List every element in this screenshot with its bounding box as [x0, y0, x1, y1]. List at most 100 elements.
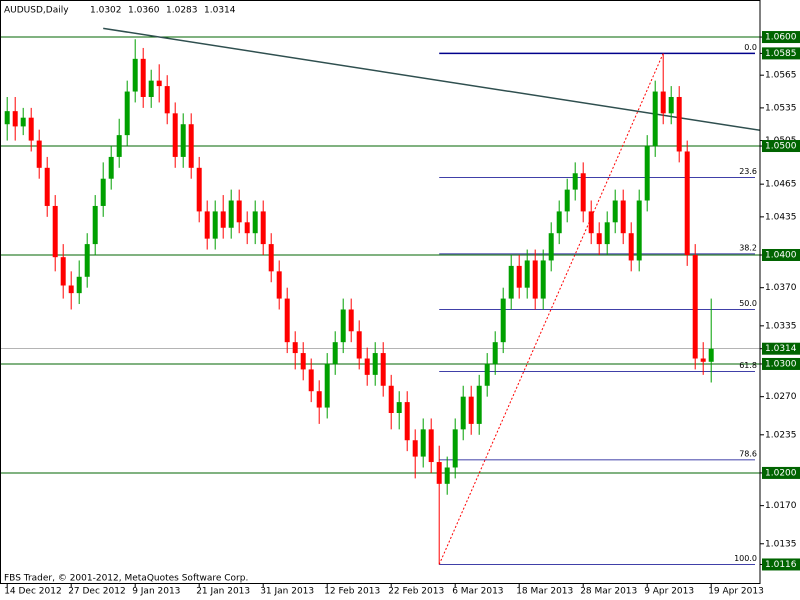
candle-body	[532, 260, 538, 299]
candle-body	[676, 96, 682, 152]
fibo-label: 100.0	[734, 554, 757, 563]
candle-body	[164, 86, 170, 114]
candle-body	[276, 271, 282, 299]
y-tick-label: 1.0465	[765, 180, 797, 190]
candle-body	[380, 353, 386, 386]
candle-body	[124, 91, 130, 136]
candle-body	[300, 353, 306, 370]
candle-body	[180, 124, 186, 157]
candle-body	[76, 276, 82, 294]
candle-body	[444, 467, 450, 484]
y-tick-box	[762, 140, 800, 153]
candle-body	[68, 285, 74, 294]
candle-body	[100, 178, 106, 206]
candle-body	[36, 140, 42, 168]
candle-body	[196, 167, 202, 212]
header-value: 1.0302	[90, 6, 122, 16]
x-tick-label: 31 Jan 2013	[260, 587, 314, 597]
candle-body	[460, 396, 466, 430]
y-tick-box	[762, 357, 800, 370]
fibo-label: 23.6	[739, 167, 757, 176]
candle-body	[620, 200, 626, 234]
x-tick-label: 12 Feb 2013	[324, 587, 380, 597]
candle-body	[108, 156, 114, 179]
candle-body	[324, 363, 330, 408]
candle-body	[388, 385, 394, 414]
candle-body	[596, 233, 602, 245]
candle-body	[116, 135, 122, 157]
candle-body	[628, 233, 634, 261]
candle-body	[348, 309, 354, 332]
candle-body	[172, 113, 178, 157]
candle-body	[516, 265, 522, 288]
fibo-label: 38.2	[739, 243, 757, 252]
header-value: 1.0283	[166, 6, 198, 16]
fibo-label: 61.8	[739, 361, 757, 370]
y-tick-label: 1.0435	[765, 212, 797, 222]
y-tick-label: 1.0235	[765, 430, 797, 440]
x-tick-label: 28 Mar 2013	[580, 587, 637, 597]
candle-body	[524, 260, 530, 288]
x-tick-label: 6 Mar 2013	[452, 587, 503, 597]
candle-body	[692, 254, 698, 359]
candle-body	[508, 265, 514, 299]
fibo-diagonal	[438, 53, 664, 565]
candle-body	[564, 189, 570, 212]
y-tick-box	[762, 342, 800, 355]
candle-body	[548, 233, 554, 261]
plot-frame	[0, 0, 761, 584]
candle-body	[316, 391, 322, 408]
candle-body	[292, 342, 298, 354]
y-tick-box	[762, 558, 800, 571]
candle-body	[156, 80, 162, 87]
candle-body	[436, 462, 442, 484]
y-tick-label: 1.0200	[765, 468, 797, 478]
x-tick-label: 21 Jan 2013	[196, 587, 250, 597]
candle-body	[708, 348, 714, 362]
x-tick-label: 9 Jan 2013	[132, 587, 180, 597]
candle-body	[604, 222, 610, 245]
y-tick-label: 1.0335	[765, 321, 797, 331]
y-tick-box	[762, 31, 800, 44]
plot-area: 0.0 23.6 38.2 50.0 61.8 78.6 100.0	[0, 27, 760, 565]
x-tick-label: 22 Feb 2013	[388, 587, 444, 597]
y-tick-label: 1.0500	[765, 142, 797, 152]
y-tick-label: 1.0314	[765, 344, 797, 354]
candle-body	[372, 353, 378, 375]
y-tick-label: 1.0400	[765, 250, 797, 260]
candle-body	[268, 244, 274, 272]
candle-body	[284, 298, 290, 343]
fibo-label: 0.0	[744, 43, 757, 52]
candle-body	[260, 211, 266, 245]
candle-body	[492, 342, 498, 364]
candle-body	[540, 260, 546, 299]
candle-body	[420, 429, 426, 457]
candle-body	[204, 211, 210, 239]
candle-body	[236, 200, 242, 223]
x-tick-label: 19 Apr 2013	[708, 587, 764, 597]
x-tick-label: 9 Apr 2013	[644, 587, 694, 597]
candle-body	[364, 358, 370, 375]
candle-body	[220, 211, 226, 228]
candle-body	[20, 117, 26, 127]
y-tick-box	[762, 248, 800, 261]
candle-body	[612, 200, 618, 223]
candle-body	[684, 151, 690, 255]
candle-body	[356, 331, 362, 359]
candle-body	[340, 309, 346, 343]
candle-body	[252, 211, 258, 234]
y-tick-label: 1.0270	[765, 392, 797, 402]
candle-body	[44, 167, 50, 206]
candle-body	[412, 440, 418, 457]
candle-body	[668, 96, 674, 114]
candle-body	[636, 200, 642, 261]
y-tick-box	[762, 47, 800, 60]
candle-body	[500, 298, 506, 343]
candle-body	[12, 111, 18, 127]
candle-body	[644, 146, 650, 201]
candle-body	[92, 205, 98, 245]
candle-body	[84, 244, 90, 277]
candle-body	[652, 91, 658, 147]
